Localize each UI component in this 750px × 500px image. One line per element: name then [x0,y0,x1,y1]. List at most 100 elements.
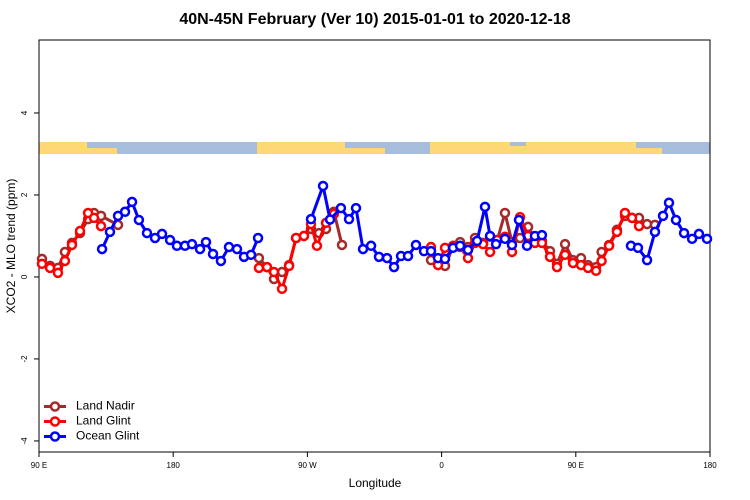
data-point [693,228,705,240]
data-point [462,252,474,264]
data-point [484,246,496,258]
data-point [596,255,607,267]
y-tick-label: 4 [20,110,29,115]
data-point [536,229,548,241]
data-point [357,243,369,255]
data-point [119,206,131,218]
y-tick-label: -2 [20,355,29,363]
data-point [104,226,116,238]
data-point [633,220,645,232]
data-point [490,238,502,250]
land-band [257,142,345,154]
data-point [350,202,362,214]
data-point [499,233,511,245]
y-axis-label: XCO2 - MLO trend (ppm) [4,179,18,314]
data-point [559,238,571,250]
data-point [141,227,153,239]
data-point [253,262,265,274]
data-point [626,212,638,224]
data-point [207,248,219,260]
data-point [454,240,466,252]
data-point [499,207,511,219]
data-point [52,267,64,279]
data-point [88,212,100,224]
data-point [641,254,653,266]
data-point [194,243,206,255]
data-point [425,245,437,257]
data-point [324,214,336,225]
data-point [701,233,713,245]
data-point [336,239,348,251]
x-tick-label: 0 [439,461,444,470]
data-point [484,230,496,242]
legend-label: Land Glint [76,414,131,428]
data-point [590,265,602,277]
data-point [567,257,579,269]
plot-frame [38,39,711,453]
data-point [95,220,107,232]
x-axis-label: Longitude [349,476,402,490]
data-point [657,210,669,222]
land-band [510,146,526,154]
data-point [479,201,491,213]
data-point [66,239,78,251]
land-band [636,148,662,154]
data-point [365,240,377,252]
data-point [223,241,235,253]
data-point [126,196,138,208]
x-tick-label: 90 E [568,461,584,470]
data-point [686,233,698,245]
data-point [603,240,615,252]
x-tick-label: 90 E [31,461,47,470]
data-point [261,261,273,273]
data-point [311,240,323,252]
y-tick-label: 0 [20,274,29,279]
data-point [649,226,661,238]
data-point [276,283,288,295]
data-point [513,214,525,226]
data-point [611,226,623,238]
y-tick-label: 2 [20,192,29,197]
data-point [268,266,280,278]
land-mask-strip [39,142,710,154]
data-point [632,242,644,254]
data-point [663,197,675,209]
data-point [252,232,264,244]
data-point [506,239,518,251]
data-point [245,249,257,261]
land-band [87,148,117,154]
x-tick-label: 180 [703,461,717,470]
land-band [430,142,510,154]
data-point [186,238,198,250]
data-point [231,243,243,255]
data-point [200,236,212,248]
data-point [59,255,71,267]
data-point [343,213,355,225]
data-point [402,250,414,262]
data-point [96,243,108,255]
data-point [439,242,451,254]
data-point [335,202,347,214]
data-point [439,253,451,265]
data-point [74,225,86,237]
data-point [164,234,176,246]
legend-marker [49,401,61,412]
chart-title: 40N-45N February (Ver 10) 2015-01-01 to … [179,11,570,28]
data-point [44,262,56,274]
data-point [298,230,310,242]
data-point [670,214,682,226]
legend-label: Ocean Glint [76,429,140,443]
data-point [36,258,48,270]
x-tick-label: 180 [167,461,181,470]
data-point [544,251,556,263]
data-point [559,249,571,261]
data-point [373,251,385,263]
data-point [305,213,317,225]
legend-marker [49,416,61,427]
data-point [521,240,533,252]
land-band [526,142,636,154]
y-tick-label: -4 [20,437,29,445]
data-point [215,255,227,267]
